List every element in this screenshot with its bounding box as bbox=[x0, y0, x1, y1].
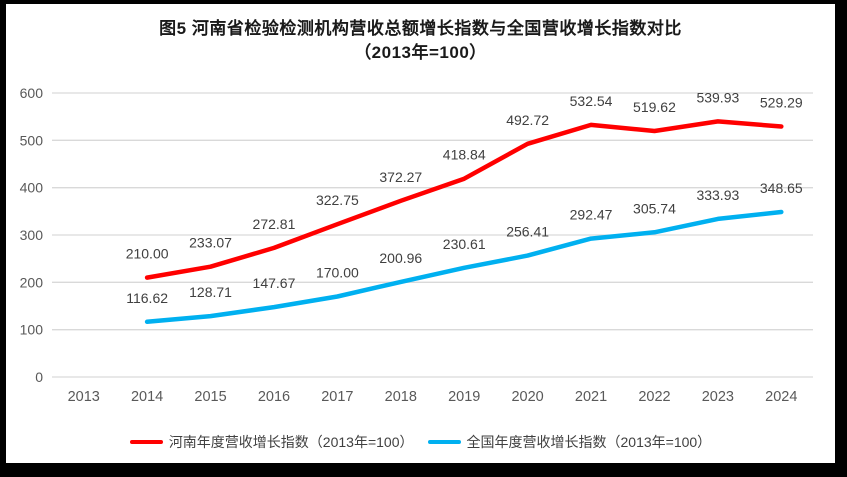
data-label: 256.41 bbox=[506, 224, 549, 240]
chart-legend: 河南年度营收增长指数（2013年=100） 全国年度营收增长指数（2013年=1… bbox=[6, 432, 835, 452]
series-line-henan bbox=[144, 119, 784, 280]
data-label: 519.62 bbox=[633, 99, 676, 115]
x-tick-label: 2018 bbox=[385, 389, 417, 405]
data-label: 492.72 bbox=[506, 112, 549, 128]
series-line-national bbox=[144, 209, 784, 325]
legend-label-henan: 河南年度营收增长指数（2013年=100） bbox=[168, 434, 414, 450]
x-tick-label: 2015 bbox=[194, 389, 226, 405]
chart-title: 图5 河南省检验检测机构营收总额增长指数与全国营收增长指数对比 （2013年=1… bbox=[6, 17, 835, 65]
y-tick-label: 500 bbox=[20, 132, 44, 148]
data-label: 372.27 bbox=[379, 169, 422, 185]
x-tick-label: 2017 bbox=[321, 389, 353, 405]
legend-label-national: 全国年度营收增长指数（2013年=100） bbox=[466, 434, 712, 450]
data-label: 539.93 bbox=[696, 89, 739, 105]
x-tick-label: 2023 bbox=[702, 389, 734, 405]
y-tick-label: 300 bbox=[20, 227, 44, 243]
y-tick-label: 0 bbox=[35, 369, 43, 385]
data-label: 116.62 bbox=[126, 290, 168, 306]
data-label: 272.81 bbox=[253, 216, 296, 232]
national-line-swatch bbox=[427, 440, 461, 444]
data-label: 532.54 bbox=[570, 93, 613, 109]
data-label: 322.75 bbox=[316, 192, 359, 208]
y-tick-label: 200 bbox=[20, 274, 44, 290]
x-tick-label: 2024 bbox=[765, 389, 797, 405]
x-tick-label: 2022 bbox=[638, 389, 670, 405]
x-tick-label: 2019 bbox=[448, 389, 480, 405]
data-label: 233.07 bbox=[189, 235, 232, 251]
x-tick-label: 2016 bbox=[258, 389, 290, 405]
data-label: 418.84 bbox=[443, 147, 486, 163]
chart-title-line2: （2013年=100） bbox=[354, 43, 487, 62]
chart-title-line1: 图5 河南省检验检测机构营收总额增长指数与全国营收增长指数对比 bbox=[159, 19, 682, 38]
data-label: 348.65 bbox=[760, 180, 803, 196]
henan-line-swatch bbox=[129, 440, 163, 444]
data-label: 200.96 bbox=[379, 250, 422, 266]
y-tick-label: 600 bbox=[20, 85, 44, 101]
data-label: 210.00 bbox=[126, 246, 169, 262]
legend-item-national: 全国年度营收增长指数（2013年=100） bbox=[427, 432, 712, 452]
x-tick-label: 2021 bbox=[575, 389, 607, 405]
data-label: 529.29 bbox=[760, 94, 803, 110]
data-label: 305.74 bbox=[633, 200, 676, 216]
x-tick-label: 2014 bbox=[131, 389, 163, 405]
data-label: 128.71 bbox=[189, 284, 232, 300]
chart-page: 图5 河南省检验检测机构营收总额增长指数与全国营收增长指数对比 （2013年=1… bbox=[6, 4, 835, 463]
data-label: 170.00 bbox=[316, 265, 359, 281]
line-chart: 0 100 200 300 400 500 600 2013 2014 2015 2016 2017 2… bbox=[20, 85, 813, 405]
y-tick-label: 100 bbox=[20, 322, 44, 338]
x-tick-label: 2020 bbox=[511, 389, 543, 405]
data-label: 230.61 bbox=[443, 236, 486, 252]
y-tick-label: 400 bbox=[20, 180, 44, 196]
data-label: 147.67 bbox=[253, 275, 296, 291]
data-label: 292.47 bbox=[570, 207, 613, 223]
legend-item-henan: 河南年度营收增长指数（2013年=100） bbox=[129, 432, 414, 452]
data-label: 333.93 bbox=[696, 187, 739, 203]
x-tick-label: 2013 bbox=[68, 389, 100, 405]
